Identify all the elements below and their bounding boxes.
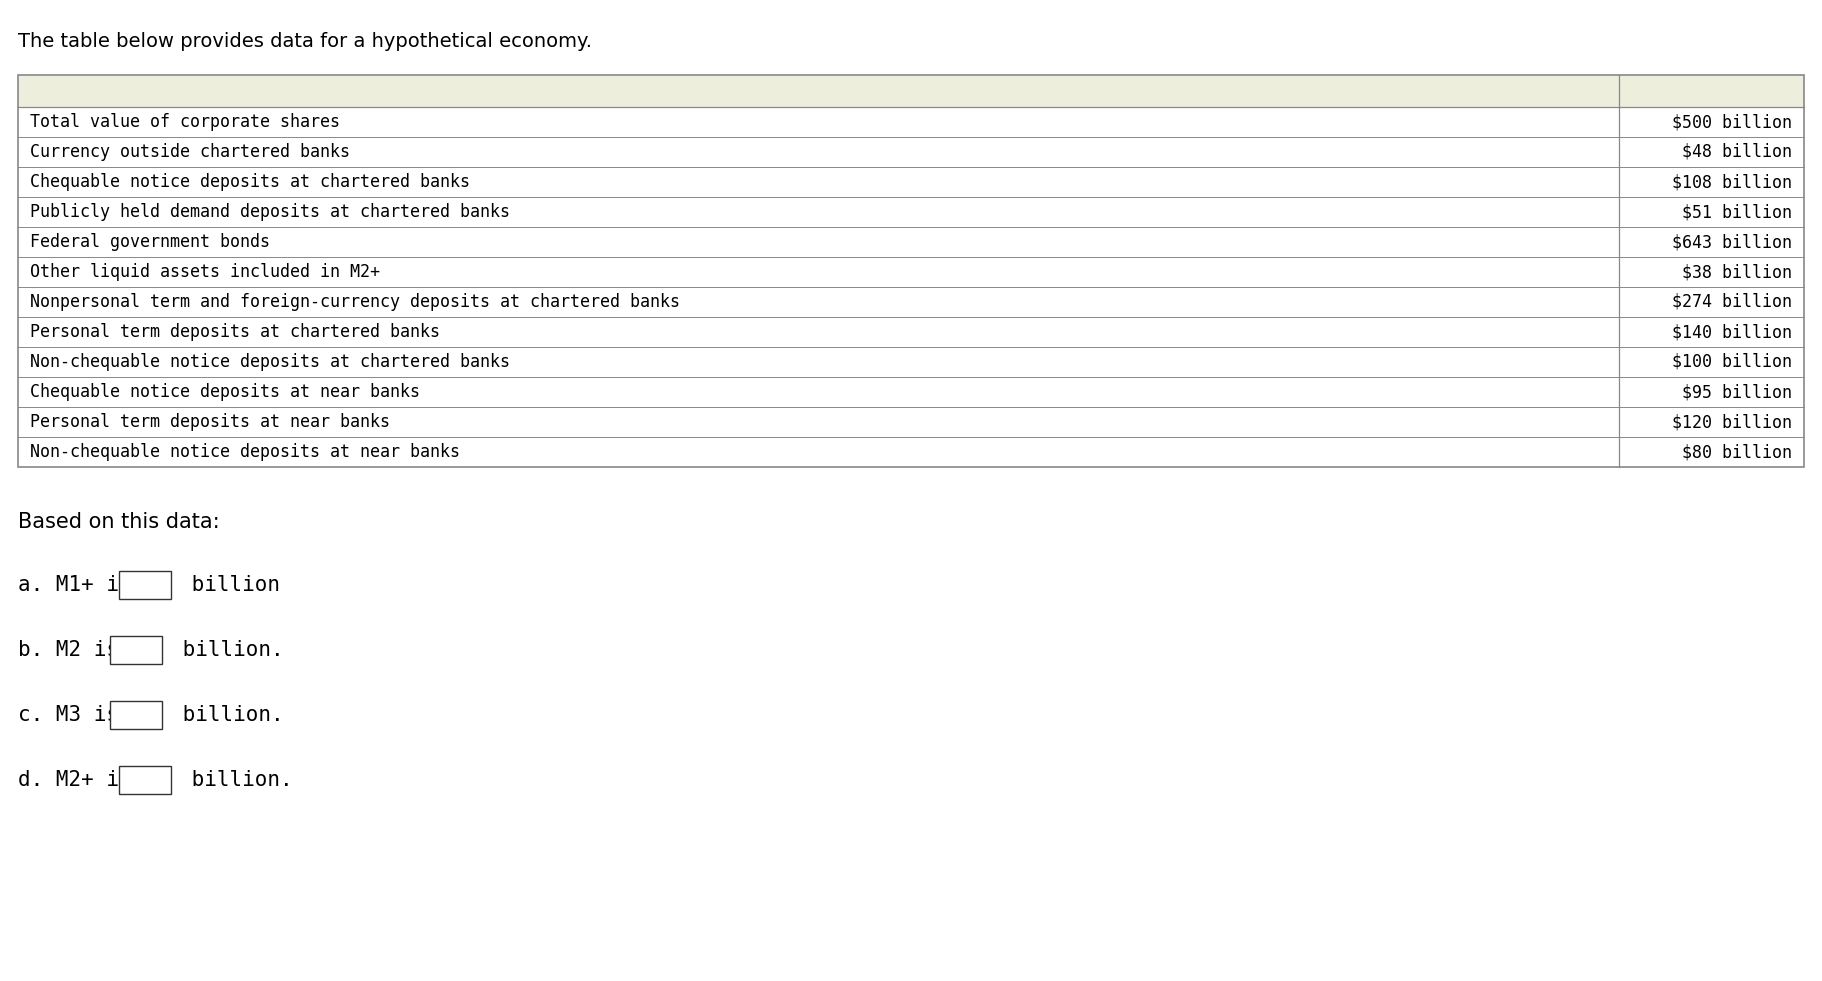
Text: Personal term deposits at near banks: Personal term deposits at near banks	[29, 413, 390, 431]
Bar	[109, 636, 162, 664]
Text: Publicly held demand deposits at chartered banks: Publicly held demand deposits at charter…	[29, 203, 510, 221]
Text: Personal term deposits at chartered banks: Personal term deposits at chartered bank…	[29, 323, 439, 341]
Bar	[118, 766, 171, 794]
Text: $500 billion: $500 billion	[1673, 113, 1793, 131]
Text: Nonpersonal term and foreign-currency deposits at chartered banks: Nonpersonal term and foreign-currency de…	[29, 293, 680, 311]
Text: $100 billion: $100 billion	[1673, 353, 1793, 371]
Text: The table below provides data for a hypothetical economy.: The table below provides data for a hypo…	[18, 32, 592, 51]
Text: Total value of corporate shares: Total value of corporate shares	[29, 113, 341, 131]
Text: billion: billion	[179, 575, 281, 595]
Bar	[18, 75, 1804, 107]
Text: Chequable notice deposits at chartered banks: Chequable notice deposits at chartered b…	[29, 173, 470, 191]
Text: Non-chequable notice deposits at chartered banks: Non-chequable notice deposits at charter…	[29, 353, 510, 371]
Text: $38 billion: $38 billion	[1682, 263, 1793, 281]
Text: $108 billion: $108 billion	[1673, 173, 1793, 191]
Text: $643 billion: $643 billion	[1673, 233, 1793, 251]
Text: d. M2+ is $: d. M2+ is $	[18, 770, 157, 790]
Text: Other liquid assets included in M2+: Other liquid assets included in M2+	[29, 263, 381, 281]
Text: $120 billion: $120 billion	[1673, 413, 1793, 431]
Text: $95 billion: $95 billion	[1682, 383, 1793, 401]
Text: billion.: billion.	[169, 640, 284, 660]
Text: Currency outside chartered banks: Currency outside chartered banks	[29, 143, 350, 161]
Bar	[109, 701, 162, 729]
Text: Federal government bonds: Federal government bonds	[29, 233, 270, 251]
Text: billion.: billion.	[179, 770, 293, 790]
Text: Based on this data:: Based on this data:	[18, 512, 220, 532]
Text: $51 billion: $51 billion	[1682, 203, 1793, 221]
Text: $140 billion: $140 billion	[1673, 323, 1793, 341]
Text: $48 billion: $48 billion	[1682, 143, 1793, 161]
Bar	[18, 75, 1804, 467]
Text: $274 billion: $274 billion	[1673, 293, 1793, 311]
Bar	[118, 571, 171, 599]
Text: Chequable notice deposits at near banks: Chequable notice deposits at near banks	[29, 383, 421, 401]
Text: $80 billion: $80 billion	[1682, 443, 1793, 461]
Text: billion.: billion.	[169, 705, 284, 725]
Text: Non-chequable notice deposits at near banks: Non-chequable notice deposits at near ba…	[29, 443, 459, 461]
Text: a. M1+ is $: a. M1+ is $	[18, 575, 157, 595]
Text: c. M3 is $: c. M3 is $	[18, 705, 144, 725]
Text: b. M2 is $: b. M2 is $	[18, 640, 144, 660]
